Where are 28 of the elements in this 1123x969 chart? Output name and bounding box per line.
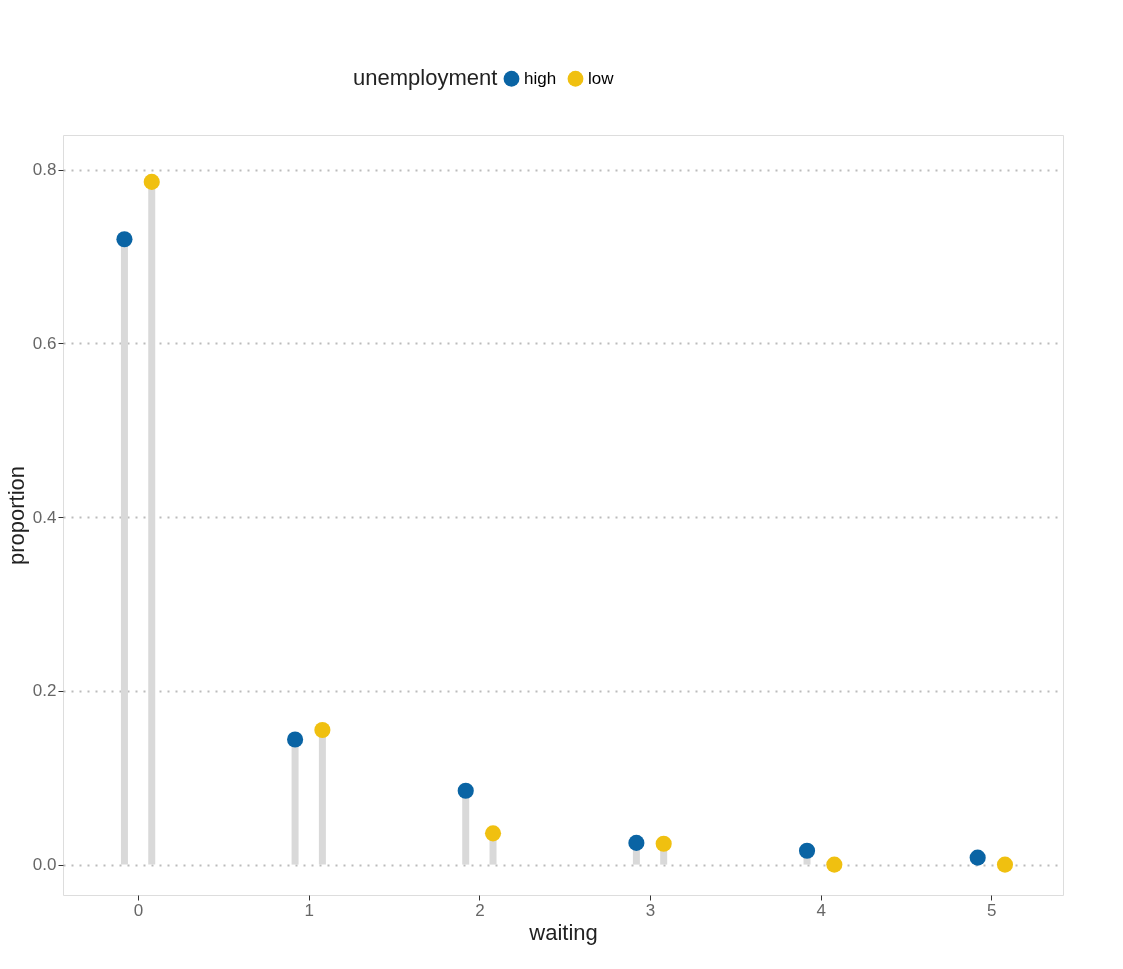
point [798,842,816,859]
y-tick-label: 0.0 [32,855,57,875]
y-tick-label: 0.6 [32,333,57,353]
point [116,231,133,248]
y-tick-label: 0.8 [32,160,57,180]
point [628,834,645,851]
x-tick-label: 2 [475,900,485,920]
legend-label: high [524,68,557,88]
x-tick-label: 5 [987,900,997,920]
point [826,856,843,873]
legend-label: low [588,68,615,88]
point [484,825,502,842]
y-tick-label: 0.4 [32,507,57,527]
x-tick-label: 3 [645,900,656,920]
y-tick-label: 0.2 [32,681,57,701]
x-tick-label: 4 [816,900,826,920]
legend-title: unemployment [353,65,498,90]
point [143,173,160,190]
point [655,835,672,852]
x-tick-label: 1 [304,900,314,920]
x-tick-label: 0 [133,900,144,920]
point [287,731,304,748]
point [969,849,986,866]
point [314,721,331,739]
point [457,782,474,799]
y-axis-title: proportion [3,465,29,566]
point [996,856,1014,873]
x-axis-title: waiting [528,919,598,945]
